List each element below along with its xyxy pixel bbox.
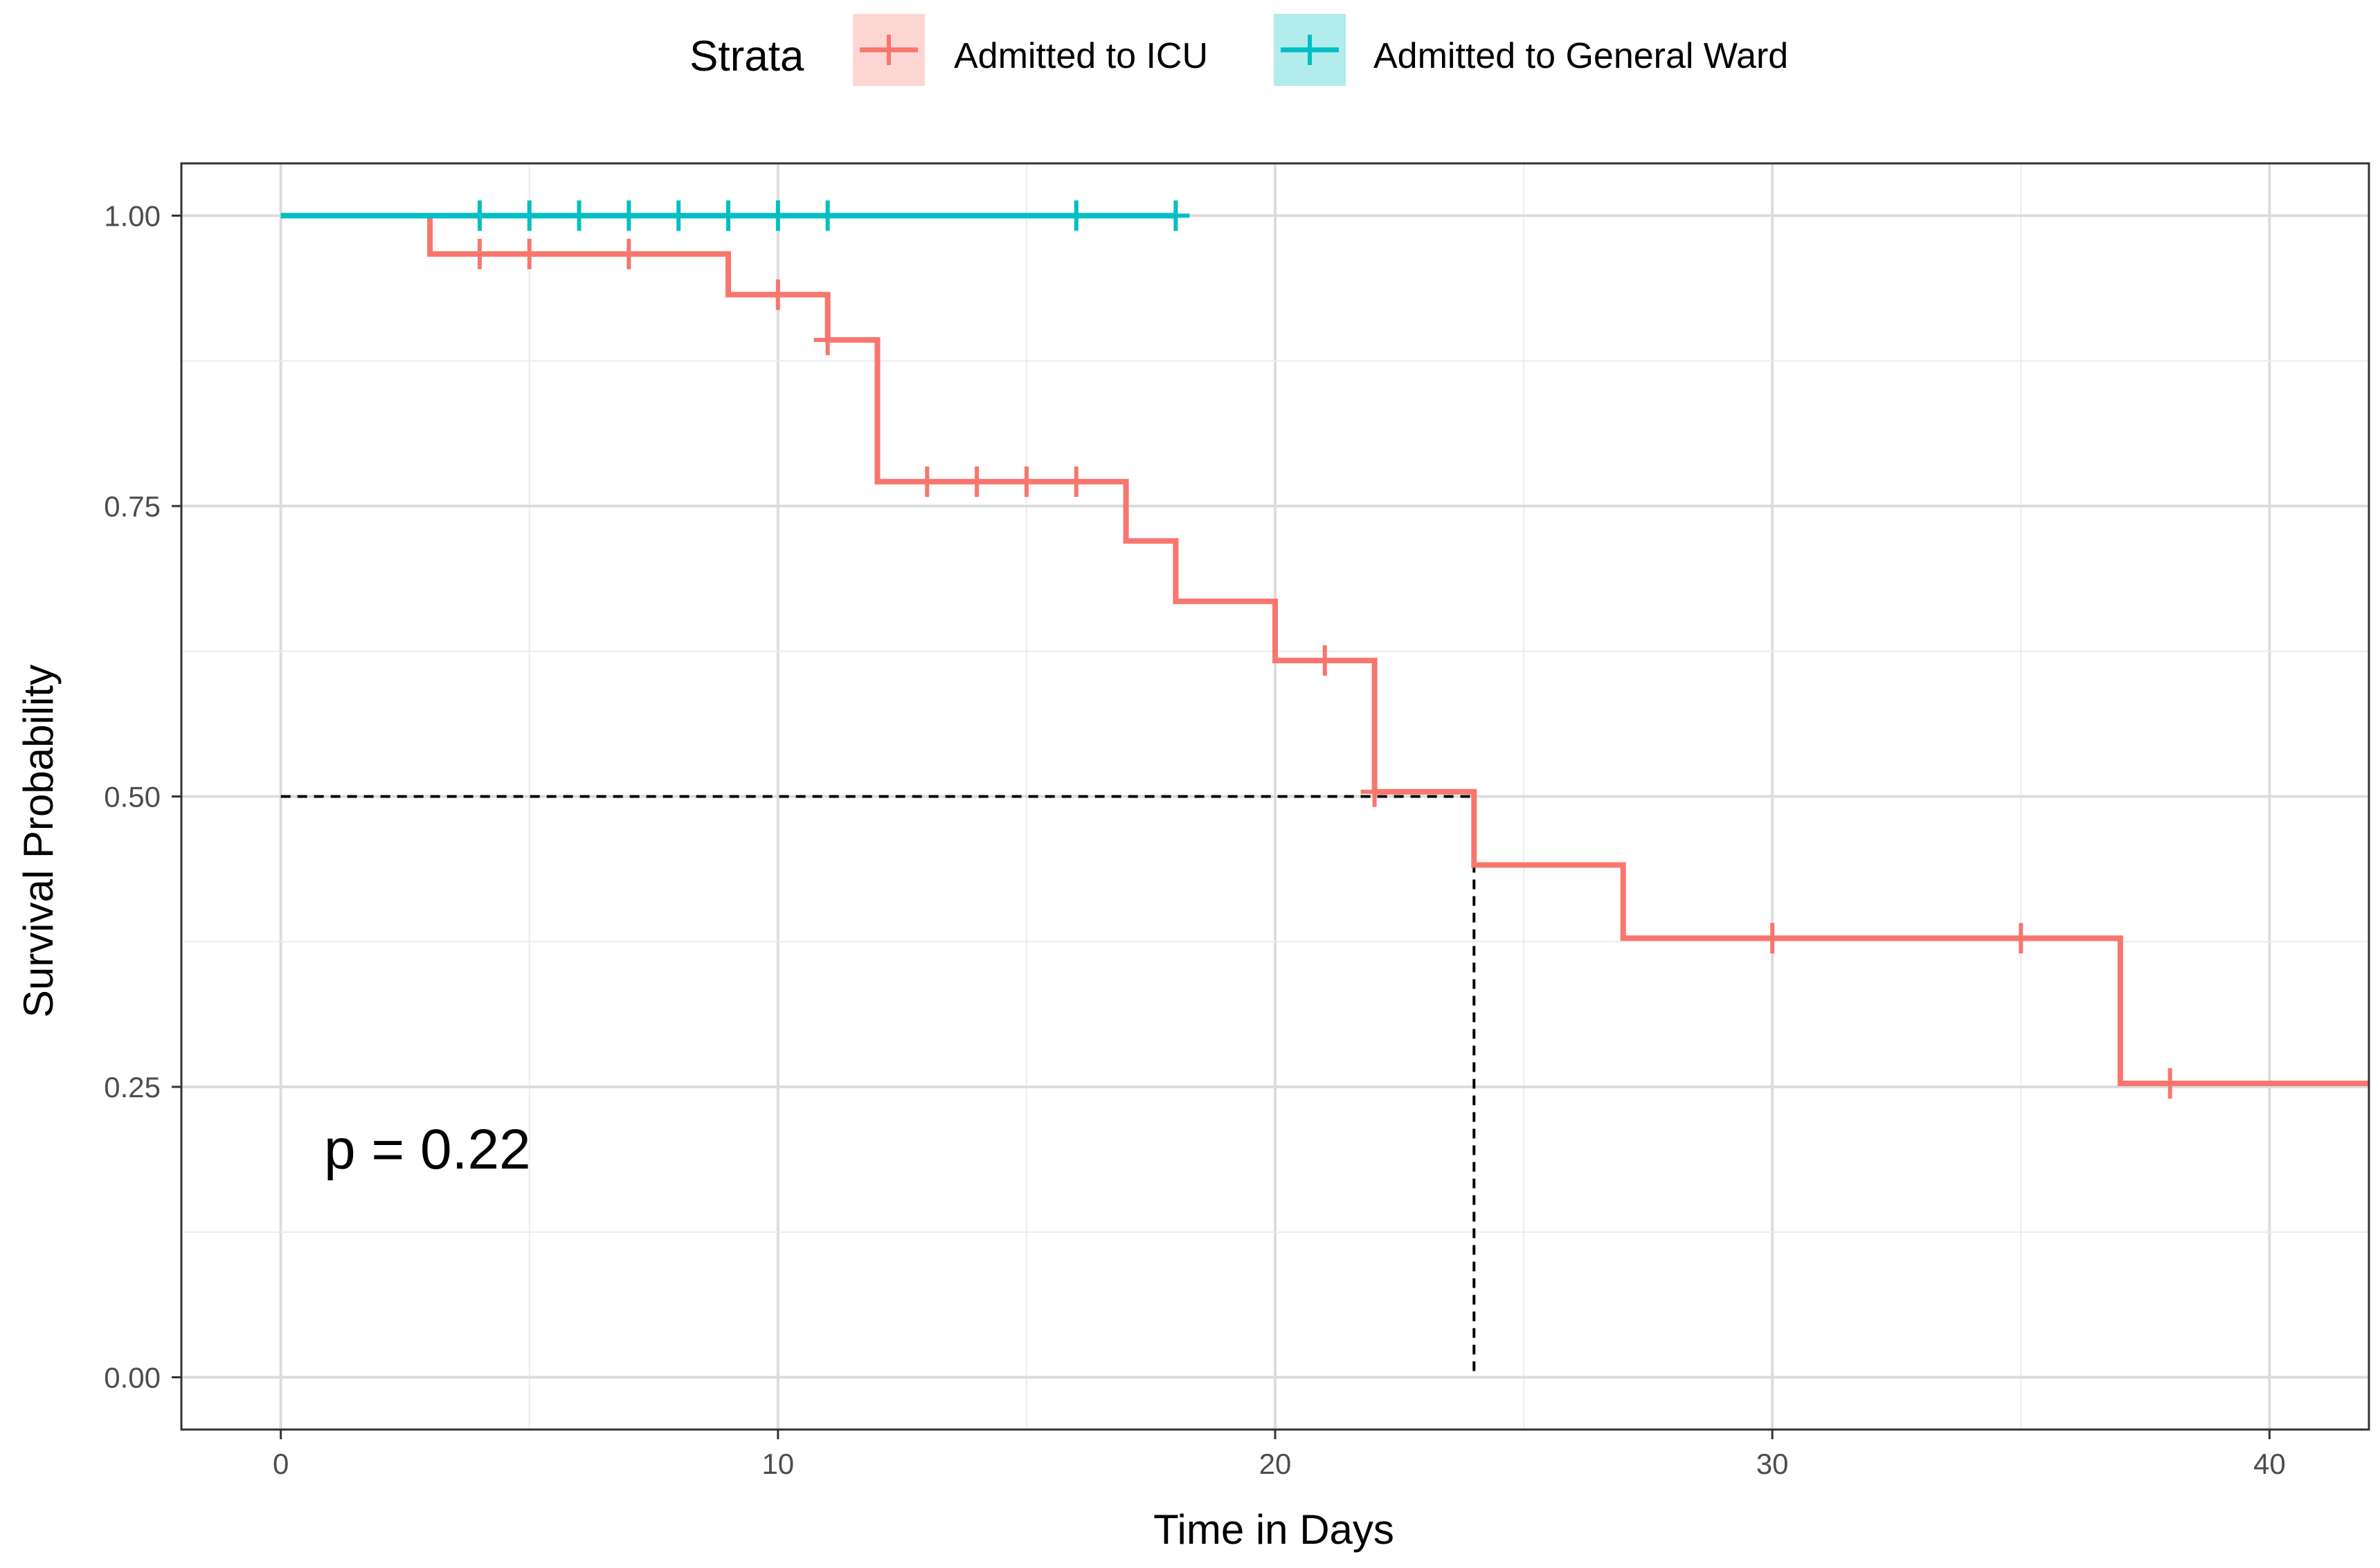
censor-mark (913, 466, 941, 497)
censor-mark (714, 200, 742, 231)
series-line-0 (280, 213, 2369, 1086)
censor-mark (2007, 923, 2035, 954)
censor-mark (813, 200, 842, 231)
censor-mark (1062, 200, 1090, 231)
y-tick-label: 0.00 (104, 1361, 161, 1394)
censor-mark (465, 200, 494, 231)
censor-mark (1360, 776, 1389, 807)
censor-mark (1062, 466, 1090, 497)
censor-mark (565, 200, 593, 231)
x-axis-title: Time in Days (1153, 1506, 1394, 1553)
censor-mark (665, 200, 693, 231)
censor-mark (813, 325, 842, 356)
legend: Strata Admitted to ICU Admitted to Gener… (689, 14, 1788, 86)
y-tick-label: 0.25 (104, 1071, 161, 1103)
y-tick-label: 0.50 (104, 781, 161, 813)
x-tick-label: 20 (1259, 1448, 1292, 1480)
median-reference-lines (280, 795, 1476, 1378)
legend-title: Strata (689, 33, 804, 80)
censor-mark (615, 200, 643, 231)
y-axis-title: Survival Probability (15, 665, 62, 1018)
censor-mark (1310, 645, 1339, 676)
axes: 0 10 20 30 40 0.00 0.25 0.50 0.75 1.00 (104, 200, 2285, 1480)
grid (181, 163, 2369, 1430)
legend-label-ward: Admitted to General Ward (1373, 36, 1788, 76)
y-tick-label: 0.75 (104, 490, 161, 523)
legend-key-icu (853, 14, 925, 86)
censor-mark (2156, 1067, 2184, 1099)
censor-mark (515, 200, 543, 231)
censor-mark (1162, 200, 1190, 231)
censor-mark (615, 238, 643, 269)
legend-key-ward (1274, 14, 1346, 86)
censor-mark (465, 238, 494, 269)
legend-label-icu: Admitted to ICU (954, 36, 1208, 76)
p-value-annotation: p = 0.22 (324, 1118, 531, 1181)
x-tick-label: 10 (761, 1448, 794, 1480)
y-tick-label: 1.00 (104, 200, 161, 233)
censor-mark (764, 279, 792, 310)
censor-mark (963, 466, 991, 497)
censor-mark (764, 200, 792, 231)
series (280, 200, 2369, 1099)
censor-mark (515, 238, 543, 269)
x-tick-label: 40 (2253, 1448, 2286, 1480)
x-tick-label: 0 (273, 1448, 289, 1480)
censor-mark (1012, 466, 1040, 497)
x-tick-label: 30 (1756, 1448, 1789, 1480)
censor-mark (1758, 923, 1787, 954)
